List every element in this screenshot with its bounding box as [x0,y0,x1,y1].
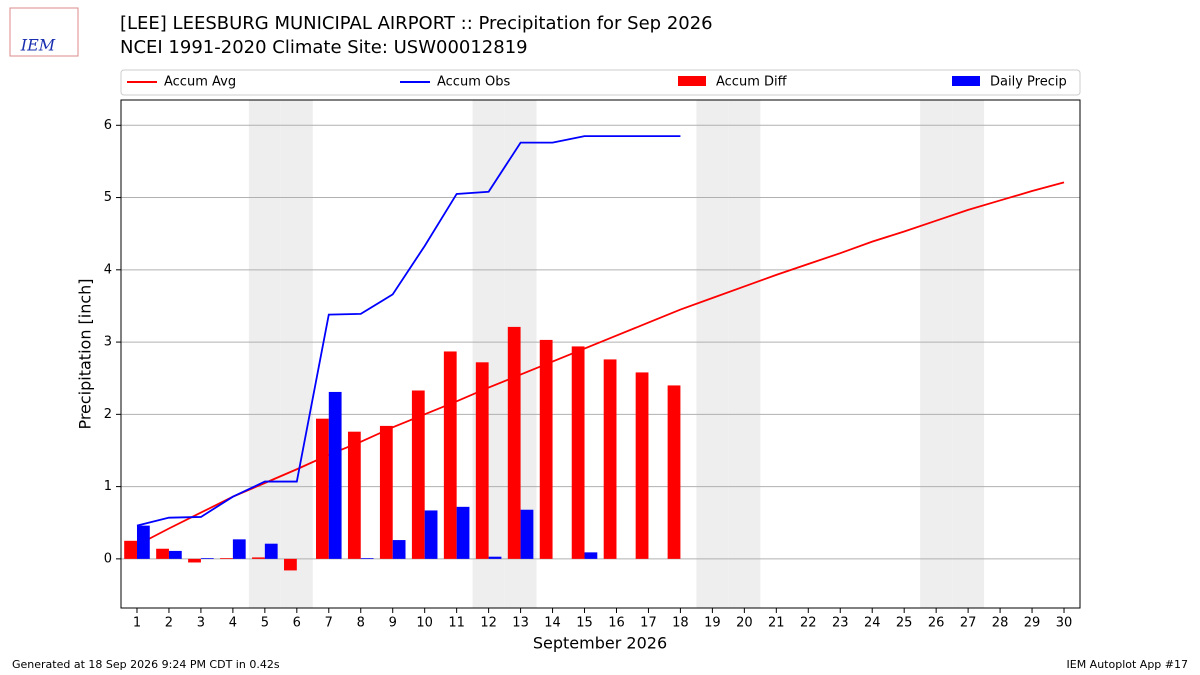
weekend-shade [920,100,953,608]
bar [328,391,342,559]
legend-label: Accum Avg [164,75,236,90]
bar [200,558,214,559]
x-tick-label: 1 [133,616,141,631]
bar [315,418,329,559]
legend-label: Accum Obs [437,75,510,90]
bar [379,425,393,559]
x-tick-label: 24 [864,616,881,631]
y-tick-label: 2 [104,407,112,422]
weekend-shade [952,100,985,608]
x-tick-label: 26 [928,616,945,631]
bar [520,509,534,559]
bar [443,351,457,559]
x-tick-label: 11 [448,616,465,631]
x-tick-label: 16 [608,616,625,631]
bar [488,556,502,559]
bar [264,543,278,559]
bar [360,558,374,559]
x-tick-label: 15 [576,616,593,631]
y-tick-label: 3 [104,335,112,350]
legend [120,69,1081,96]
x-tick-label: 21 [768,616,785,631]
x-tick-label: 7 [325,616,333,631]
x-tick-label: 10 [416,616,433,631]
y-tick-label: 0 [104,551,112,566]
bar [603,359,617,559]
x-tick-label: 19 [704,616,721,631]
x-tick-label: 12 [480,616,497,631]
x-tick-label: 28 [992,616,1009,631]
x-tick-label: 17 [640,616,657,631]
bar [539,339,553,559]
bar [424,510,438,559]
weekend-shade [696,100,729,608]
x-tick-label: 25 [896,616,913,631]
y-tick-label: 1 [104,479,112,494]
bar [156,548,169,559]
bar [136,525,150,559]
legend-label: Accum Diff [716,75,788,90]
bar [168,550,182,559]
chart-title: [LEE] LEESBURG MUNICIPAL AIRPORT :: Prec… [120,13,713,34]
logo-frame [9,7,79,57]
x-tick-label: 4 [229,616,237,631]
x-tick-label: 14 [544,616,561,631]
x-tick-label: 8 [357,616,365,631]
plot-frame [120,99,1081,609]
y-axis-label: Precipitation [inch] [76,278,95,429]
bar [220,558,233,559]
y-tick-label: 4 [104,262,112,277]
bar [392,540,406,559]
x-tick-label: 2 [165,616,173,631]
x-tick-label: 13 [512,616,529,631]
bar [456,506,470,559]
y-tick-label: 5 [104,190,112,205]
bar [571,346,585,559]
x-tick-label: 30 [1056,616,1073,631]
chart-subtitle: NCEI 1991-2020 Climate Site: USW00012819 [120,37,528,58]
bar [507,326,521,559]
bar [188,558,201,563]
logo: IEM [20,36,56,55]
x-tick-label: 20 [736,616,753,631]
bar [124,540,137,559]
legend-swatch [678,76,706,86]
x-axis-label: September 2026 [533,634,667,653]
bar [411,390,425,559]
bar [252,557,265,559]
x-tick-label: 3 [197,616,205,631]
x-tick-label: 9 [389,616,397,631]
x-tick-label: 18 [672,616,689,631]
x-tick-label: 5 [261,616,269,631]
bar [284,558,297,571]
line [136,181,1065,546]
bar [347,431,361,559]
bar [635,372,649,559]
line [136,135,681,527]
bar [232,539,246,559]
footer-right: IEM Autoplot App #17 [1067,658,1189,671]
bar [667,385,681,559]
y-tick-label: 6 [104,118,112,133]
x-tick-label: 22 [800,616,817,631]
weekend-shade [728,100,761,608]
weekend-shade [248,100,281,608]
x-tick-label: 29 [1024,616,1041,631]
legend-swatch [952,76,980,86]
x-tick-label: 6 [293,616,301,631]
weekend-shade [280,100,313,608]
x-tick-label: 23 [832,616,849,631]
x-tick-label: 27 [960,616,977,631]
bar [584,552,598,559]
footer-left: Generated at 18 Sep 2026 9:24 PM CDT in … [12,658,280,671]
legend-label: Daily Precip [990,75,1067,90]
bar [475,362,489,559]
